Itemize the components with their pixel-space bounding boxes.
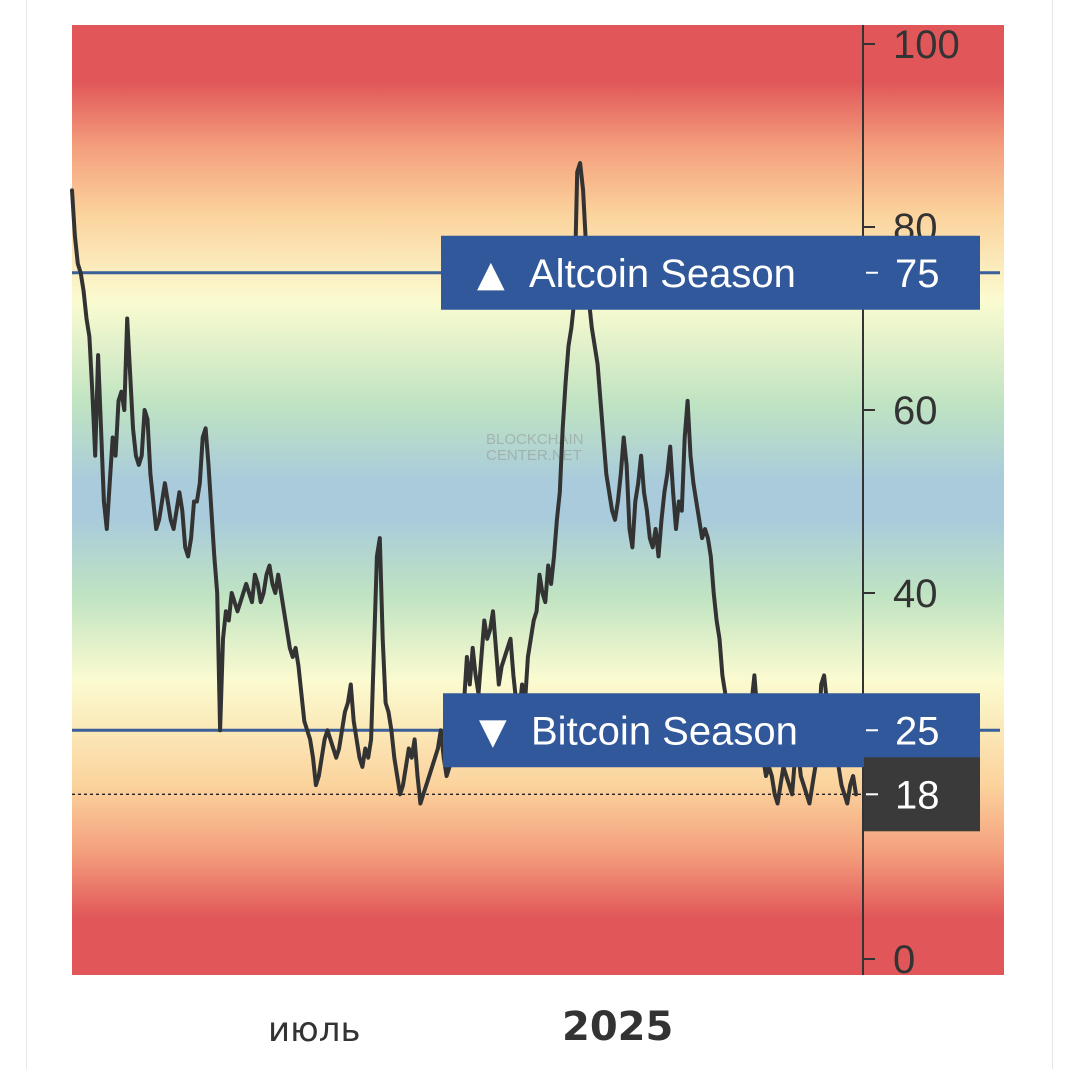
watermark-line-1: BLOCKCHAIN	[486, 431, 584, 448]
y-tick-label-40: 40	[893, 572, 938, 616]
y-tick-label-100: 100	[893, 23, 960, 67]
altcoin-season-text: Altcoin Season	[529, 252, 796, 296]
y-tick-label-0: 0	[893, 938, 915, 982]
current-value-text: 18	[895, 773, 940, 817]
x-tick-label-2025: 2025	[562, 1004, 674, 1050]
watermark-line-2: CENTER.NET	[486, 447, 582, 464]
x-tick-label-july: июль	[268, 1010, 361, 1050]
bitcoin-season-value: 25	[895, 709, 940, 753]
altcoin-season-chart: BLOCKCHAIN CENTER.NET 020406080100 ▲ Alt…	[70, 23, 1004, 982]
altcoin-season-marker: ▲	[477, 254, 505, 295]
bitcoin-season-label: ▼ Bitcoin Season 25	[443, 693, 980, 768]
frame-right-border	[1052, 0, 1053, 1069]
frame-left-border	[26, 0, 27, 1069]
chart-background-bands	[72, 25, 1004, 975]
current-value-box	[864, 757, 980, 832]
bitcoin-season-box	[443, 693, 980, 768]
altcoin-season-label: ▲ Altcoin Season 75	[441, 235, 980, 310]
bitcoin-season-marker: ▼	[479, 711, 507, 752]
current-value-label: 18	[864, 757, 980, 832]
watermark: BLOCKCHAIN CENTER.NET	[486, 431, 584, 464]
bitcoin-season-text: Bitcoin Season	[531, 709, 798, 753]
altcoin-season-value: 75	[895, 252, 940, 296]
y-tick-label-60: 60	[893, 389, 938, 433]
altcoin-season-box	[441, 235, 980, 310]
